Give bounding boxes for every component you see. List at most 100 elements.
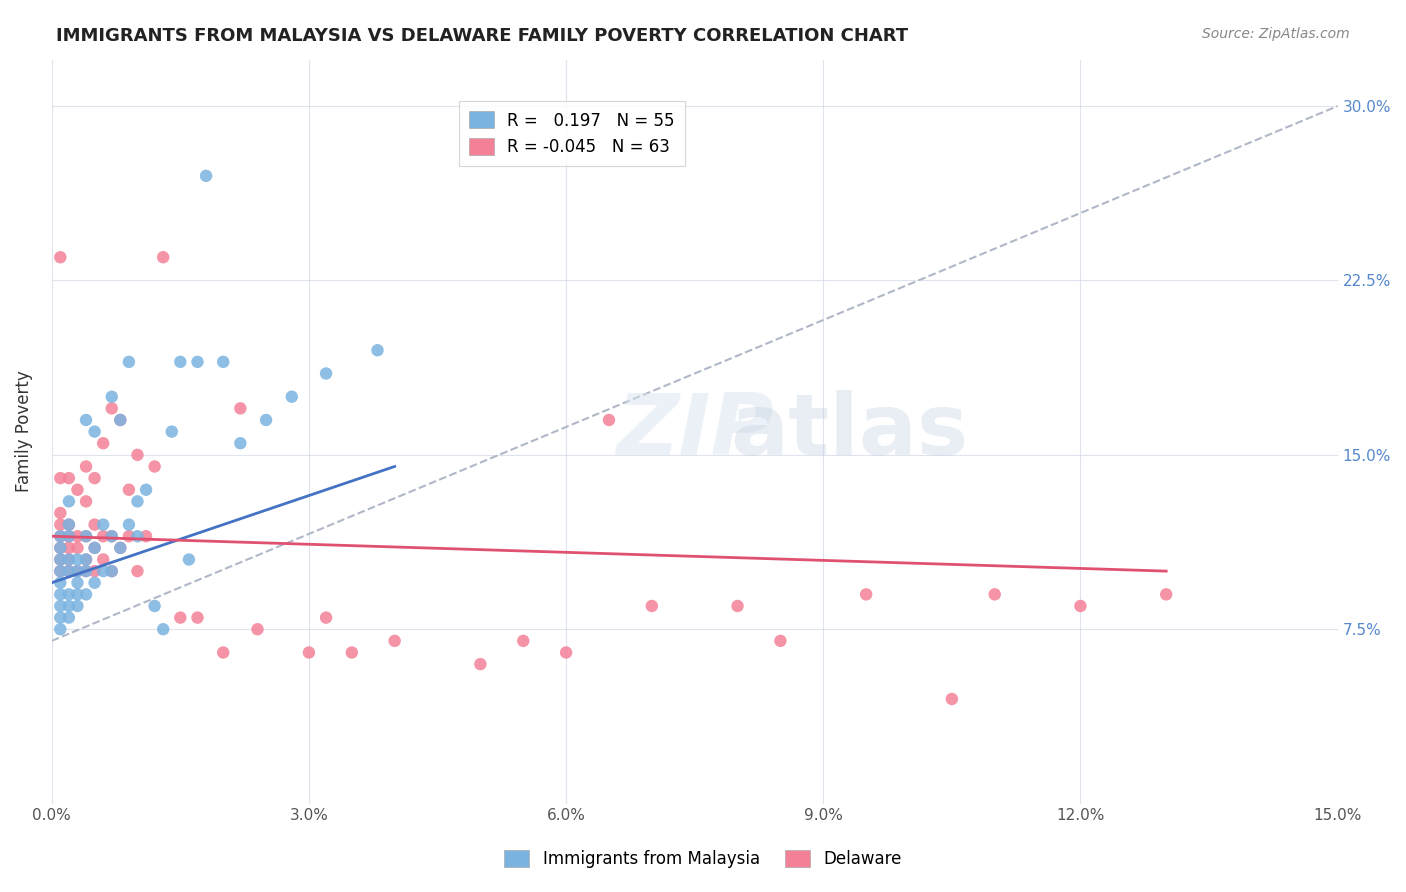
Point — [75, 529, 97, 543]
Point — [58, 552, 80, 566]
Point — [769, 633, 792, 648]
Point — [49, 552, 72, 566]
Point — [384, 633, 406, 648]
Point — [58, 587, 80, 601]
Point — [58, 471, 80, 485]
Point — [315, 610, 337, 624]
Point — [855, 587, 877, 601]
Point — [83, 541, 105, 555]
Point — [229, 401, 252, 416]
Point — [91, 517, 114, 532]
Point — [49, 541, 72, 555]
Point — [83, 575, 105, 590]
Point — [66, 599, 89, 613]
Point — [169, 610, 191, 624]
Point — [91, 564, 114, 578]
Point — [49, 506, 72, 520]
Point — [281, 390, 304, 404]
Point — [66, 483, 89, 497]
Point — [49, 541, 72, 555]
Point — [75, 494, 97, 508]
Point — [366, 343, 388, 358]
Point — [66, 564, 89, 578]
Point — [340, 645, 363, 659]
Point — [75, 564, 97, 578]
Point — [169, 355, 191, 369]
Point — [83, 425, 105, 439]
Point — [941, 692, 963, 706]
Point — [110, 413, 132, 427]
Point — [127, 494, 149, 508]
Point — [58, 529, 80, 543]
Point — [66, 552, 89, 566]
Point — [212, 355, 235, 369]
Y-axis label: Family Poverty: Family Poverty — [15, 371, 32, 492]
Point — [75, 587, 97, 601]
Point — [49, 250, 72, 264]
Point — [127, 529, 149, 543]
Point — [512, 633, 534, 648]
Point — [135, 529, 157, 543]
Point — [186, 610, 208, 624]
Point — [186, 355, 208, 369]
Point — [75, 552, 97, 566]
Point — [229, 436, 252, 450]
Point — [177, 552, 200, 566]
Point — [100, 564, 122, 578]
Point — [83, 564, 105, 578]
Point — [66, 541, 89, 555]
Text: IMMIGRANTS FROM MALAYSIA VS DELAWARE FAMILY POVERTY CORRELATION CHART: IMMIGRANTS FROM MALAYSIA VS DELAWARE FAM… — [56, 27, 908, 45]
Point — [91, 552, 114, 566]
Point — [49, 517, 72, 532]
Point — [66, 529, 89, 543]
Point — [49, 610, 72, 624]
Point — [49, 529, 72, 543]
Point — [100, 390, 122, 404]
Point — [49, 587, 72, 601]
Point — [152, 622, 174, 636]
Point — [143, 459, 166, 474]
Point — [58, 529, 80, 543]
Point — [91, 529, 114, 543]
Point — [641, 599, 664, 613]
Point — [83, 517, 105, 532]
Point — [66, 564, 89, 578]
Point — [118, 529, 141, 543]
Point — [49, 564, 72, 578]
Point — [598, 413, 620, 427]
Point — [75, 413, 97, 427]
Point — [75, 459, 97, 474]
Point — [58, 517, 80, 532]
Text: atlas: atlas — [730, 390, 969, 473]
Point — [75, 552, 97, 566]
Point — [315, 367, 337, 381]
Point — [83, 471, 105, 485]
Point — [135, 483, 157, 497]
Point — [118, 483, 141, 497]
Point — [58, 564, 80, 578]
Point — [110, 413, 132, 427]
Point — [254, 413, 277, 427]
Text: Source: ZipAtlas.com: Source: ZipAtlas.com — [1202, 27, 1350, 41]
Point — [555, 645, 578, 659]
Point — [75, 529, 97, 543]
Point — [83, 541, 105, 555]
Point — [110, 541, 132, 555]
Point — [160, 425, 183, 439]
Point — [1154, 587, 1177, 601]
Point — [246, 622, 269, 636]
Point — [49, 622, 72, 636]
Point — [58, 494, 80, 508]
Point — [49, 599, 72, 613]
Point — [58, 517, 80, 532]
Point — [58, 541, 80, 555]
Point — [195, 169, 218, 183]
Point — [49, 471, 72, 485]
Text: ZIP: ZIP — [616, 390, 773, 473]
Point — [110, 541, 132, 555]
Point — [66, 575, 89, 590]
Point — [91, 436, 114, 450]
Point — [118, 355, 141, 369]
Point — [49, 552, 72, 566]
Point — [100, 564, 122, 578]
